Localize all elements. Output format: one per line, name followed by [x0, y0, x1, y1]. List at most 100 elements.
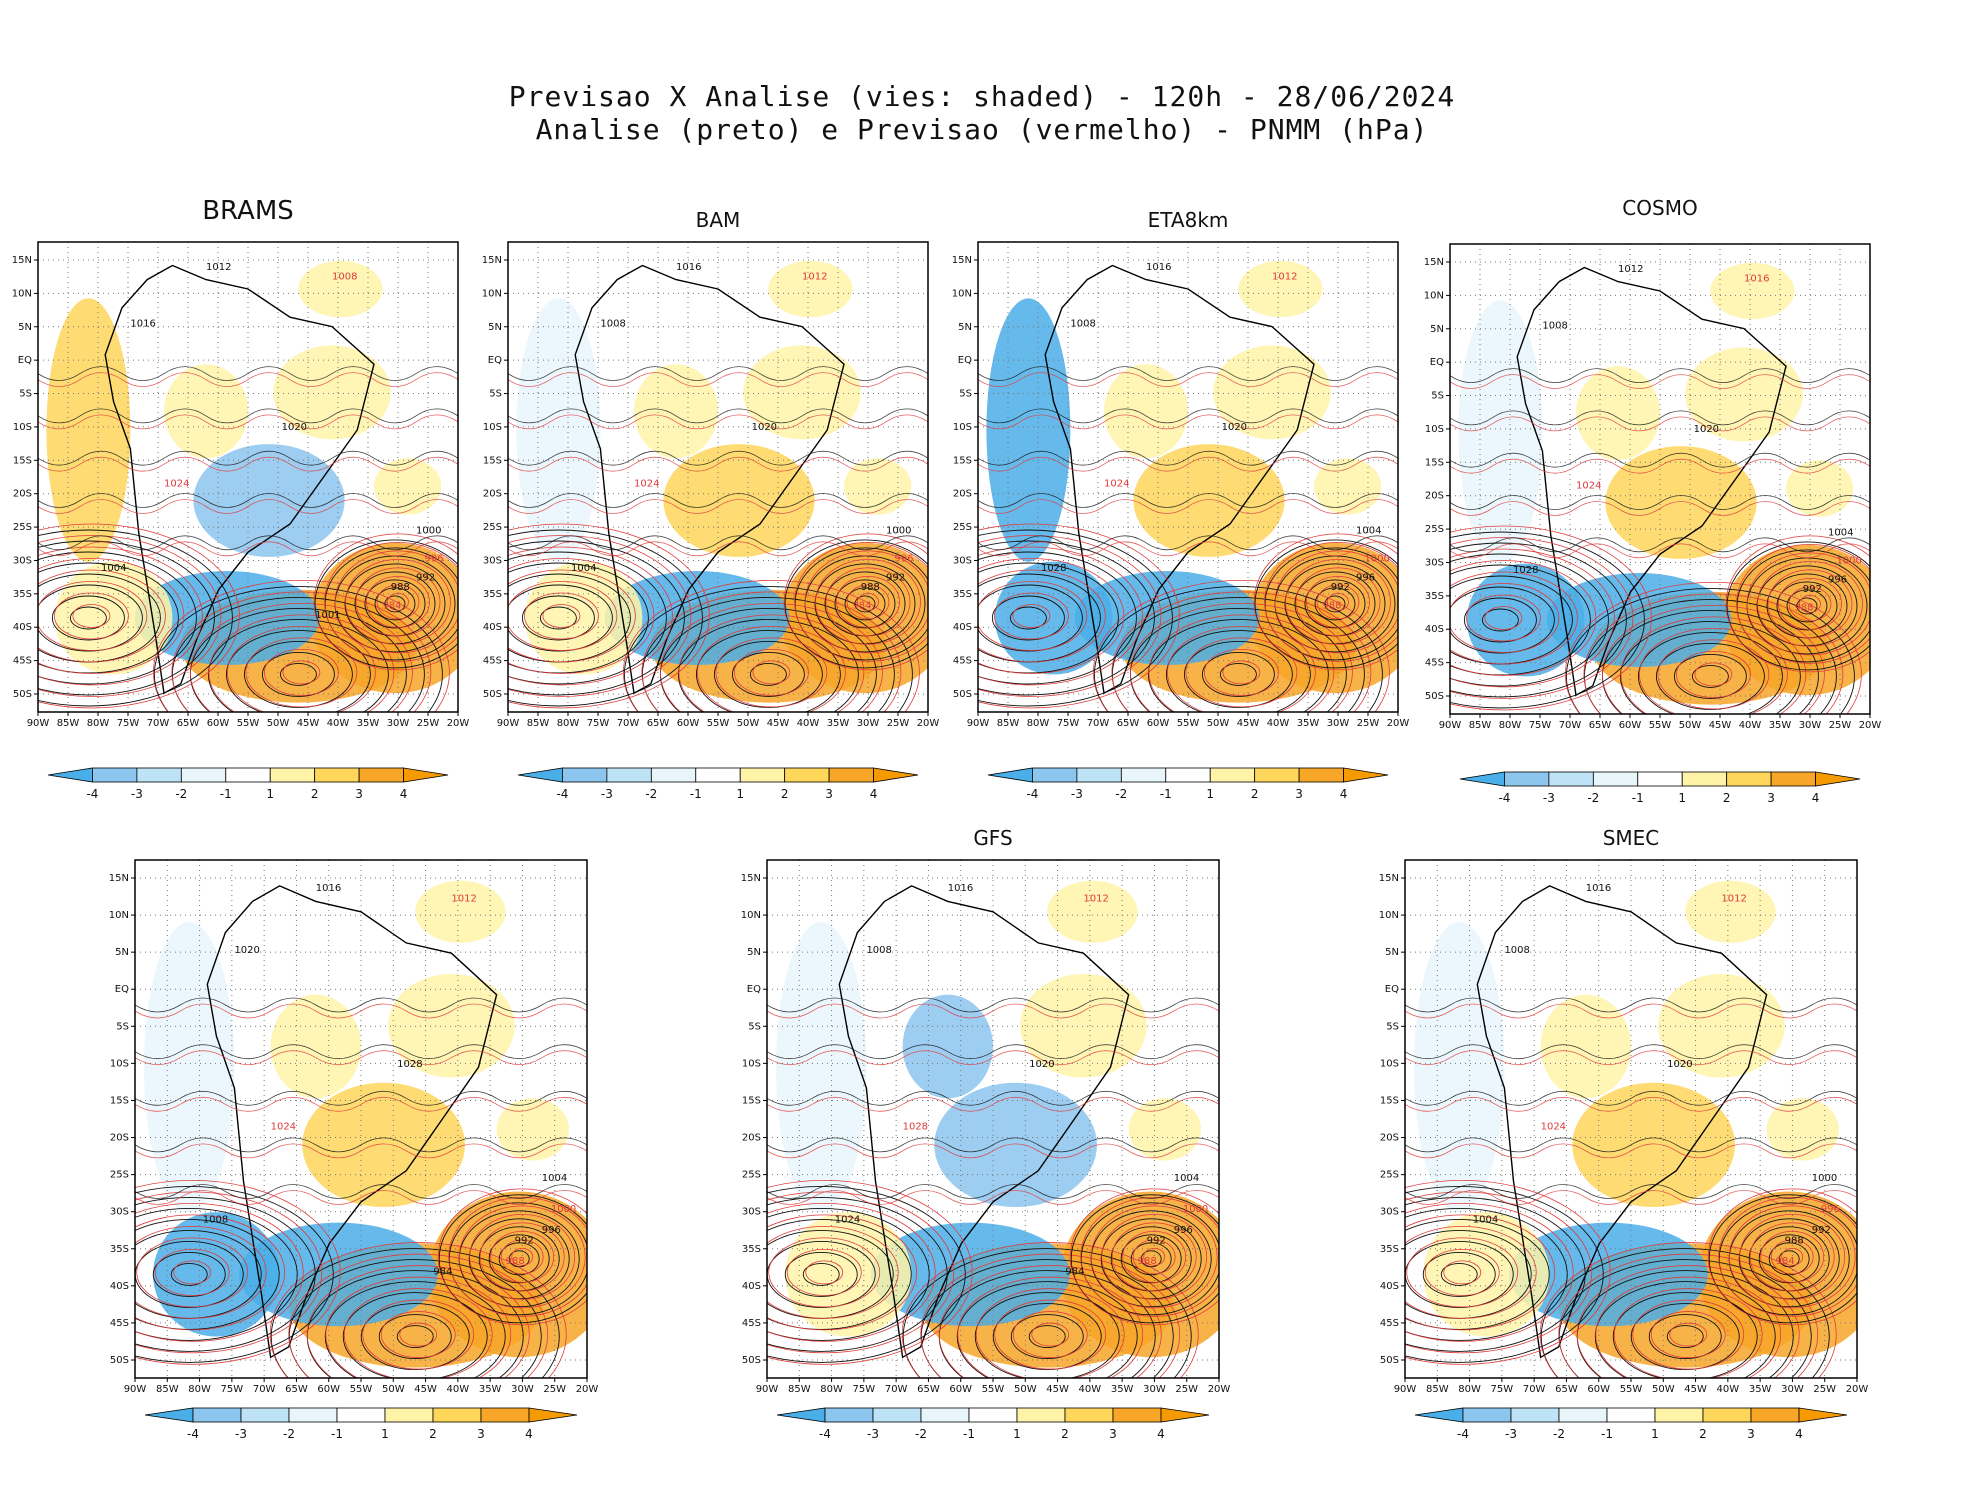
colorbar-label: -2 — [1115, 787, 1127, 801]
lat-tick-label: 30S — [110, 1207, 129, 1218]
colorbar-label: 4 — [400, 787, 408, 801]
lon-tick-label: 90W — [497, 718, 520, 729]
contour-label: 996 — [542, 1225, 561, 1236]
lon-tick-label: 20W — [917, 718, 940, 729]
lon-tick-label: 40W — [797, 718, 820, 729]
lon-tick-label: 50W — [1207, 718, 1230, 729]
lat-tick-label: 45S — [953, 656, 972, 667]
lon-tick-label: 75W — [117, 718, 140, 729]
lon-tick-label: 35W — [357, 718, 380, 729]
lon-tick-label: 70W — [147, 718, 170, 729]
lat-tick-label: 20S — [1425, 491, 1444, 502]
colorbar-label: 1 — [1013, 1427, 1021, 1441]
contour-label: 984 — [1776, 1256, 1795, 1267]
lon-tick-label: 30W — [1781, 1384, 1804, 1395]
lat-tick-label: 5N — [115, 947, 129, 958]
lat-tick-label: 50S — [110, 1355, 129, 1366]
lon-tick-label: 55W — [350, 1384, 373, 1395]
lat-tick-label: 50S — [742, 1355, 761, 1366]
lat-tick-label: 10S — [742, 1058, 761, 1069]
contour-label: 1012 — [1083, 893, 1108, 904]
lat-tick-label: 5N — [1430, 324, 1444, 335]
contour-label: 984 — [382, 601, 401, 612]
lat-tick-label: EQ — [488, 355, 502, 366]
colorbar-label: -4 — [1026, 787, 1038, 801]
lon-tick-label: 20W — [447, 718, 470, 729]
lon-tick-label: 70W — [885, 1384, 908, 1395]
lon-tick-label: 20W — [1208, 1384, 1231, 1395]
colorbar-label: -2 — [283, 1427, 295, 1441]
figure-subtitle: Analise (preto) e Previsao (vermelho) - … — [535, 113, 1429, 146]
lat-tick-label: 15N — [109, 873, 129, 884]
colorbar-label: 1 — [266, 787, 274, 801]
contour-label: 1000 — [1836, 556, 1861, 567]
lat-tick-label: 10S — [953, 422, 972, 433]
map-panel: 1016 1012 1008 1020 1024 1028 1004 1000 996 992 98… — [952, 241, 1410, 801]
contour-label: 1000 — [416, 525, 441, 536]
colorbar-label: -3 — [867, 1427, 879, 1441]
lat-tick-label: 25S — [742, 1170, 761, 1181]
lon-tick-label: 45W — [1046, 1384, 1069, 1395]
lon-tick-label: 20W — [1846, 1384, 1869, 1395]
contour-label: 992 — [1331, 582, 1350, 593]
colorbar-label: 2 — [1723, 791, 1731, 805]
colorbar-label: 4 — [1157, 1427, 1165, 1441]
contour-label: 1000 — [1183, 1204, 1208, 1215]
lon-tick-label: 55W — [982, 1384, 1005, 1395]
map-panel: 1016 1012 1008 1020 1024 1004 1000 996 992 988 984… — [1379, 859, 1869, 1441]
contour-label: 988 — [506, 1256, 525, 1267]
lat-tick-label: 20S — [1380, 1133, 1399, 1144]
lon-tick-label: 40W — [447, 1384, 470, 1395]
lon-tick-label: 60W — [207, 718, 230, 729]
colorbar-label: 2 — [1699, 1427, 1707, 1441]
lon-tick-label: 20W — [1387, 718, 1410, 729]
colorbar-label: 1 — [1206, 787, 1214, 801]
colorbar-label: -2 — [175, 787, 187, 801]
lon-tick-label: 65W — [1555, 1384, 1578, 1395]
contour-label: 1012 — [1618, 264, 1643, 275]
lat-tick-label: 10S — [483, 422, 502, 433]
lon-tick-label: 65W — [1117, 718, 1140, 729]
lat-tick-label: 10S — [1425, 424, 1444, 435]
lon-tick-label: 35W — [1297, 718, 1320, 729]
contour-label: 988 — [1794, 603, 1813, 614]
contour-label: 1028 — [397, 1059, 422, 1070]
contour-label: 1012 — [451, 893, 476, 904]
lon-tick-label: 90W — [1394, 1384, 1417, 1395]
lat-tick-label: 15N — [12, 255, 32, 266]
lon-tick-label: 40W — [1079, 1384, 1102, 1395]
lon-tick-label: 25W — [1813, 1384, 1836, 1395]
contour-label: 1024 — [835, 1215, 860, 1226]
lat-tick-label: 15N — [952, 255, 972, 266]
colorbar-label: -3 — [235, 1427, 247, 1441]
contour-label: 1008 — [1542, 321, 1567, 332]
contour-label: 1000 — [1364, 554, 1389, 565]
lon-tick-label: 90W — [756, 1384, 779, 1395]
contour-label: 988 — [1138, 1256, 1157, 1267]
colorbar: -4 -3 -2 -1 1 2 3 4 — [1459, 771, 1861, 805]
contour-label: 1020 — [234, 945, 259, 956]
contour-label: 1024 — [271, 1121, 296, 1132]
lat-tick-label: 30S — [483, 555, 502, 566]
lat-tick-label: EQ — [115, 984, 129, 995]
lon-tick-label: 80W — [1027, 718, 1050, 729]
lon-tick-label: 85W — [1426, 1384, 1449, 1395]
contour-label: 1008 — [332, 272, 357, 283]
contour-label: 1016 — [676, 262, 701, 273]
lat-tick-label: 30S — [1380, 1207, 1399, 1218]
colorbar-label: -4 — [556, 787, 568, 801]
lat-tick-label: 35S — [110, 1244, 129, 1255]
lon-tick-label: 50W — [1679, 720, 1702, 731]
contour-label: 996 — [1821, 1204, 1840, 1215]
lon-tick-label: 30W — [857, 718, 880, 729]
colorbar-label: -4 — [819, 1427, 831, 1441]
lon-tick-label: 80W — [188, 1384, 211, 1395]
colorbar-label: -1 — [1160, 787, 1172, 801]
lat-tick-label: 45S — [1380, 1318, 1399, 1329]
lon-tick-label: 80W — [87, 718, 110, 729]
contour-label: 1001 — [315, 610, 340, 621]
lat-tick-label: 25S — [483, 522, 502, 533]
contour-label: 996 — [424, 554, 443, 565]
lon-tick-label: 35W — [1749, 1384, 1772, 1395]
lon-tick-label: 55W — [707, 718, 730, 729]
